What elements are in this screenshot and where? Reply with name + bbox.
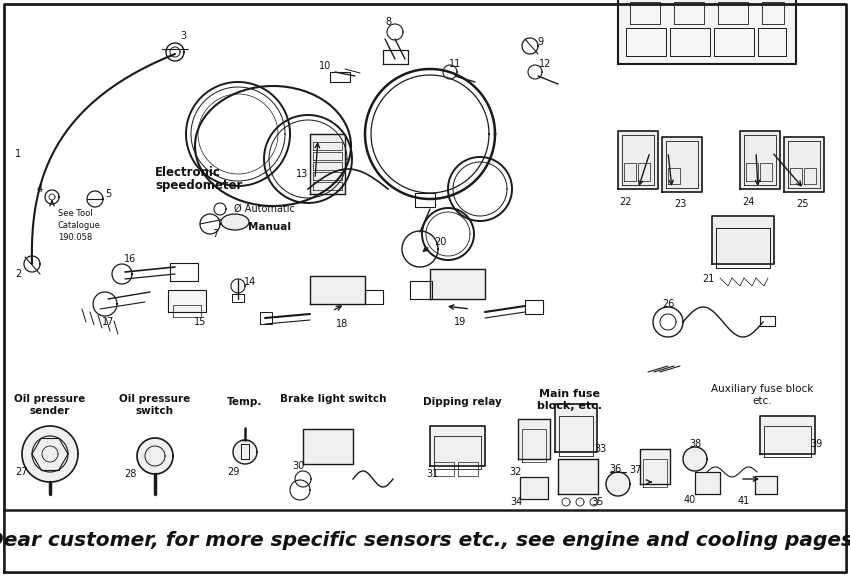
Text: 25: 25 [796,199,809,209]
Text: 19: 19 [454,317,466,327]
Text: 30: 30 [292,461,304,471]
Text: etc.: etc. [752,396,772,406]
Polygon shape [683,447,707,471]
Text: 5: 5 [105,189,111,199]
Text: block, etc.: block, etc. [537,401,603,411]
Text: Dipping relay: Dipping relay [422,397,502,407]
Text: 190.058: 190.058 [58,233,93,242]
Text: 13: 13 [296,169,308,179]
Polygon shape [430,426,485,466]
Polygon shape [22,426,78,482]
Text: 28: 28 [124,469,136,479]
Polygon shape [168,290,206,312]
Text: 1: 1 [15,149,21,159]
Text: 2: 2 [14,269,21,279]
Text: 10: 10 [319,61,332,71]
Text: 22: 22 [620,197,632,207]
Polygon shape [662,137,702,192]
Text: 41: 41 [738,496,750,506]
Text: 36: 36 [609,464,621,474]
Text: 7: 7 [212,229,218,239]
Polygon shape [555,404,597,452]
Text: 38: 38 [688,439,701,449]
Polygon shape [760,416,815,454]
Polygon shape [303,429,353,464]
Text: 14: 14 [244,277,256,287]
Polygon shape [618,131,658,189]
Text: 21: 21 [703,274,715,284]
Text: 27: 27 [16,467,28,477]
Text: 12: 12 [539,59,551,69]
Text: 24: 24 [742,197,754,207]
Text: 29: 29 [227,467,239,477]
Text: 33: 33 [594,444,606,454]
Text: Dear customer, for more specific sensors etc., see engine and cooling pages!: Dear customer, for more specific sensors… [0,532,850,551]
Polygon shape [618,0,796,64]
Polygon shape [520,477,548,499]
Text: sender: sender [30,406,71,416]
Text: 4: 4 [37,184,43,194]
Polygon shape [518,419,550,459]
Polygon shape [233,440,257,464]
Text: switch: switch [136,406,174,416]
Text: 9: 9 [537,37,543,47]
Polygon shape [695,472,720,494]
Polygon shape [558,459,598,494]
Text: 17: 17 [102,317,114,327]
Polygon shape [606,472,630,496]
Polygon shape [310,134,345,194]
Text: 34: 34 [510,497,522,507]
Text: 20: 20 [434,237,446,247]
Text: 32: 32 [510,467,522,477]
Text: 26: 26 [662,299,674,309]
Text: 37: 37 [630,465,643,475]
Text: Temp.: Temp. [227,397,263,407]
Text: 39: 39 [810,439,822,449]
Text: Oil pressure: Oil pressure [14,394,86,404]
Polygon shape [310,276,365,304]
Text: 8: 8 [385,17,391,27]
Text: 16: 16 [124,254,136,264]
Text: speedometer: speedometer [155,180,242,192]
Polygon shape [430,269,485,299]
Text: 15: 15 [194,317,207,327]
Text: 23: 23 [674,199,686,209]
Polygon shape [755,476,777,494]
Text: 31: 31 [426,469,438,479]
Text: See Tool: See Tool [58,210,93,218]
Ellipse shape [221,214,249,230]
Text: Brake light switch: Brake light switch [280,394,386,404]
Text: Auxiliary fuse block: Auxiliary fuse block [711,384,813,394]
Polygon shape [740,131,780,189]
Polygon shape [640,449,670,484]
Text: Electronic: Electronic [155,165,221,179]
Polygon shape [4,510,846,572]
Text: 18: 18 [336,319,348,329]
Text: Catalogue: Catalogue [58,222,101,230]
Text: 3: 3 [180,31,186,41]
Text: Ø Automatic: Ø Automatic [234,204,295,214]
Text: 11: 11 [449,59,461,69]
Polygon shape [712,216,774,264]
Text: Oil pressure: Oil pressure [119,394,190,404]
Text: Manual: Manual [248,222,291,232]
Polygon shape [784,137,824,192]
Text: Main fuse: Main fuse [540,389,600,399]
Polygon shape [137,438,173,474]
Text: 40: 40 [684,495,696,505]
Text: 35: 35 [592,497,604,507]
